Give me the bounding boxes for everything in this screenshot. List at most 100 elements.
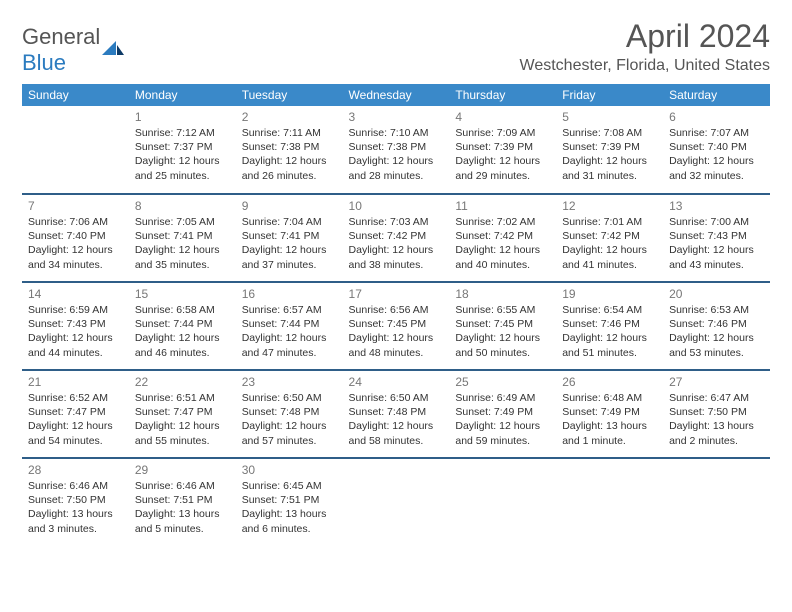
sunrise-line: Sunrise: 6:52 AM <box>28 391 123 405</box>
daylight-line-2: and 50 minutes. <box>455 346 550 360</box>
daylight-line-1: Daylight: 12 hours <box>135 154 230 168</box>
daylight-line-1: Daylight: 12 hours <box>669 154 764 168</box>
brand-text: General Blue <box>22 24 100 76</box>
day-number: 12 <box>562 199 657 213</box>
sunset-line: Sunset: 7:44 PM <box>242 317 337 331</box>
daylight-line-1: Daylight: 12 hours <box>455 154 550 168</box>
calendar-cell: 9Sunrise: 7:04 AMSunset: 7:41 PMDaylight… <box>236 194 343 282</box>
daylight-line-2: and 51 minutes. <box>562 346 657 360</box>
daylight-line-2: and 34 minutes. <box>28 258 123 272</box>
calendar-cell <box>663 458 770 546</box>
sunrise-line: Sunrise: 6:46 AM <box>28 479 123 493</box>
daylight-line-2: and 25 minutes. <box>135 169 230 183</box>
sunrise-line: Sunrise: 6:47 AM <box>669 391 764 405</box>
calendar-cell: 18Sunrise: 6:55 AMSunset: 7:45 PMDayligh… <box>449 282 556 370</box>
day-number: 23 <box>242 375 337 389</box>
day-number: 9 <box>242 199 337 213</box>
calendar-cell: 17Sunrise: 6:56 AMSunset: 7:45 PMDayligh… <box>343 282 450 370</box>
day-header: Wednesday <box>343 84 450 106</box>
daylight-line-1: Daylight: 12 hours <box>669 331 764 345</box>
sunset-line: Sunset: 7:45 PM <box>349 317 444 331</box>
sunrise-line: Sunrise: 7:05 AM <box>135 215 230 229</box>
calendar-cell: 25Sunrise: 6:49 AMSunset: 7:49 PMDayligh… <box>449 370 556 458</box>
daylight-line-2: and 54 minutes. <box>28 434 123 448</box>
sunset-line: Sunset: 7:38 PM <box>349 140 444 154</box>
calendar-row: 14Sunrise: 6:59 AMSunset: 7:43 PMDayligh… <box>22 282 770 370</box>
daylight-line-2: and 59 minutes. <box>455 434 550 448</box>
sunrise-line: Sunrise: 6:51 AM <box>135 391 230 405</box>
day-number: 17 <box>349 287 444 301</box>
sunset-line: Sunset: 7:43 PM <box>28 317 123 331</box>
calendar-cell: 20Sunrise: 6:53 AMSunset: 7:46 PMDayligh… <box>663 282 770 370</box>
day-number: 4 <box>455 110 550 124</box>
daylight-line-2: and 5 minutes. <box>135 522 230 536</box>
daylight-line-1: Daylight: 13 hours <box>242 507 337 521</box>
calendar-row: 21Sunrise: 6:52 AMSunset: 7:47 PMDayligh… <box>22 370 770 458</box>
daylight-line-2: and 47 minutes. <box>242 346 337 360</box>
sunset-line: Sunset: 7:45 PM <box>455 317 550 331</box>
sunrise-line: Sunrise: 6:57 AM <box>242 303 337 317</box>
calendar-cell: 29Sunrise: 6:46 AMSunset: 7:51 PMDayligh… <box>129 458 236 546</box>
calendar-row: 1Sunrise: 7:12 AMSunset: 7:37 PMDaylight… <box>22 106 770 194</box>
calendar-cell: 11Sunrise: 7:02 AMSunset: 7:42 PMDayligh… <box>449 194 556 282</box>
sunrise-line: Sunrise: 6:55 AM <box>455 303 550 317</box>
daylight-line-1: Daylight: 12 hours <box>242 331 337 345</box>
sunset-line: Sunset: 7:47 PM <box>135 405 230 419</box>
sunrise-line: Sunrise: 6:49 AM <box>455 391 550 405</box>
sunset-line: Sunset: 7:48 PM <box>242 405 337 419</box>
daylight-line-2: and 46 minutes. <box>135 346 230 360</box>
day-number: 27 <box>669 375 764 389</box>
calendar-cell: 24Sunrise: 6:50 AMSunset: 7:48 PMDayligh… <box>343 370 450 458</box>
day-number: 10 <box>349 199 444 213</box>
day-header: Sunday <box>22 84 129 106</box>
sunset-line: Sunset: 7:49 PM <box>562 405 657 419</box>
sunrise-line: Sunrise: 7:10 AM <box>349 126 444 140</box>
day-number: 16 <box>242 287 337 301</box>
sunrise-line: Sunrise: 7:00 AM <box>669 215 764 229</box>
sunset-line: Sunset: 7:49 PM <box>455 405 550 419</box>
calendar-row: 28Sunrise: 6:46 AMSunset: 7:50 PMDayligh… <box>22 458 770 546</box>
calendar-cell: 23Sunrise: 6:50 AMSunset: 7:48 PMDayligh… <box>236 370 343 458</box>
calendar-cell: 13Sunrise: 7:00 AMSunset: 7:43 PMDayligh… <box>663 194 770 282</box>
daylight-line-2: and 41 minutes. <box>562 258 657 272</box>
sunset-line: Sunset: 7:41 PM <box>135 229 230 243</box>
daylight-line-2: and 1 minute. <box>562 434 657 448</box>
calendar-cell <box>343 458 450 546</box>
calendar-cell: 15Sunrise: 6:58 AMSunset: 7:44 PMDayligh… <box>129 282 236 370</box>
sunrise-line: Sunrise: 6:46 AM <box>135 479 230 493</box>
daylight-line-2: and 26 minutes. <box>242 169 337 183</box>
sunrise-line: Sunrise: 7:11 AM <box>242 126 337 140</box>
sunset-line: Sunset: 7:41 PM <box>242 229 337 243</box>
daylight-line-2: and 35 minutes. <box>135 258 230 272</box>
sunset-line: Sunset: 7:50 PM <box>669 405 764 419</box>
day-number: 11 <box>455 199 550 213</box>
daylight-line-2: and 53 minutes. <box>669 346 764 360</box>
day-number: 19 <box>562 287 657 301</box>
sunset-line: Sunset: 7:39 PM <box>562 140 657 154</box>
day-number: 15 <box>135 287 230 301</box>
sunset-line: Sunset: 7:47 PM <box>28 405 123 419</box>
daylight-line-1: Daylight: 12 hours <box>455 331 550 345</box>
day-header: Saturday <box>663 84 770 106</box>
calendar-body: 1Sunrise: 7:12 AMSunset: 7:37 PMDaylight… <box>22 106 770 546</box>
sunset-line: Sunset: 7:39 PM <box>455 140 550 154</box>
calendar-header-row: SundayMondayTuesdayWednesdayThursdayFrid… <box>22 84 770 106</box>
daylight-line-1: Daylight: 13 hours <box>562 419 657 433</box>
calendar-cell <box>449 458 556 546</box>
sunset-line: Sunset: 7:48 PM <box>349 405 444 419</box>
sunset-line: Sunset: 7:42 PM <box>349 229 444 243</box>
daylight-line-1: Daylight: 13 hours <box>135 507 230 521</box>
daylight-line-2: and 32 minutes. <box>669 169 764 183</box>
calendar-cell: 14Sunrise: 6:59 AMSunset: 7:43 PMDayligh… <box>22 282 129 370</box>
day-header: Tuesday <box>236 84 343 106</box>
day-number: 30 <box>242 463 337 477</box>
calendar-row: 7Sunrise: 7:06 AMSunset: 7:40 PMDaylight… <box>22 194 770 282</box>
daylight-line-1: Daylight: 12 hours <box>135 331 230 345</box>
sunset-line: Sunset: 7:50 PM <box>28 493 123 507</box>
day-number: 20 <box>669 287 764 301</box>
sunrise-line: Sunrise: 6:54 AM <box>562 303 657 317</box>
sunrise-line: Sunrise: 7:07 AM <box>669 126 764 140</box>
sunrise-line: Sunrise: 6:58 AM <box>135 303 230 317</box>
day-number: 6 <box>669 110 764 124</box>
day-number: 22 <box>135 375 230 389</box>
